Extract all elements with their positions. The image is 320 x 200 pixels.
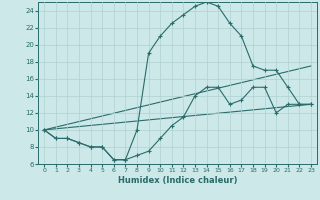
X-axis label: Humidex (Indice chaleur): Humidex (Indice chaleur) [118, 176, 237, 185]
